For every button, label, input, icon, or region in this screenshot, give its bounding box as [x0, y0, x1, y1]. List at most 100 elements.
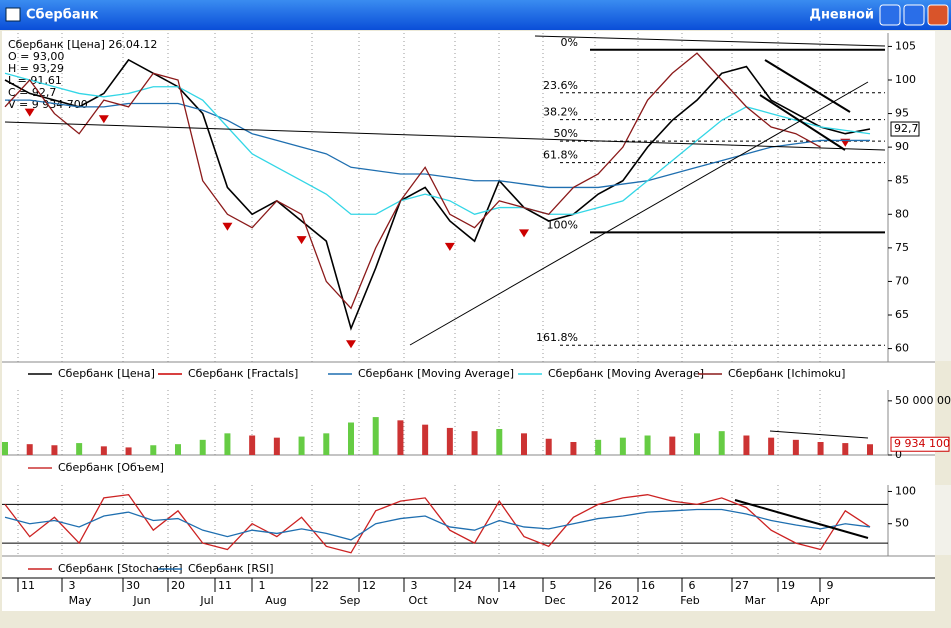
y-tick-label: 75 — [895, 241, 909, 254]
volume-bar — [619, 437, 626, 455]
y-tick-label: 65 — [895, 308, 909, 321]
h-scrollbar[interactable] — [0, 611, 951, 624]
close-button[interactable] — [927, 4, 949, 26]
day-label: 20 — [171, 579, 185, 592]
fractal-marker — [346, 340, 356, 349]
volume-bar — [76, 443, 83, 455]
volume-bar — [249, 435, 256, 455]
app-icon — [5, 7, 21, 22]
y-tick-label: 70 — [895, 274, 909, 287]
legend-label: Сбербанк [Ichimoku] — [728, 367, 845, 380]
volume-bar — [323, 433, 330, 455]
trend-line — [409, 81, 869, 346]
volume-bar — [817, 442, 824, 455]
volume-bar — [422, 424, 429, 455]
trend-line — [769, 430, 869, 439]
legend-label: Сбербанк [Объем] — [58, 461, 164, 474]
day-label: 27 — [735, 579, 749, 592]
volume-bar — [471, 431, 478, 455]
month-label: Jul — [199, 594, 213, 607]
channel-line — [759, 94, 846, 151]
volume-bar — [100, 446, 107, 455]
series-line — [4, 508, 871, 541]
y-tick-label: 100 — [895, 484, 916, 497]
fib-label: 50% — [554, 127, 578, 140]
info-text: H = 93,29 — [8, 62, 64, 75]
month-label: Nov — [477, 594, 499, 607]
scrollbar[interactable] — [935, 31, 951, 361]
day-label: 9 — [827, 579, 834, 592]
legend-label: Сбербанк [Stochastic] — [58, 562, 183, 575]
month-label: Feb — [680, 594, 699, 607]
volume-bar — [298, 436, 305, 455]
volume-bar — [125, 447, 132, 455]
volume-bar — [644, 435, 651, 455]
y-tick-label: 0 — [895, 448, 902, 461]
volume-bar — [496, 429, 503, 455]
info-text: Сбербанк [Цена] 26.04.12 — [8, 38, 157, 51]
volume-bar — [792, 439, 799, 455]
volume-bar — [743, 435, 750, 455]
trend-line — [734, 499, 869, 539]
volume-bar — [446, 427, 453, 455]
volume-bar — [669, 436, 676, 455]
day-label: 30 — [126, 579, 140, 592]
fractal-marker — [296, 236, 307, 245]
fib-label: 100% — [547, 218, 578, 231]
period-label[interactable]: Дневной — [809, 8, 874, 23]
legend-label: Сбербанк [Цена] — [58, 367, 155, 380]
y-tick-label: 50 000 000 — [895, 394, 951, 407]
legend-label: Сбербанк [Moving Average] — [358, 367, 514, 380]
month-label: Apr — [810, 594, 830, 607]
y-tick-label: 100 — [895, 73, 916, 86]
day-label: 12 — [362, 579, 376, 592]
fractal-marker — [519, 229, 529, 238]
scrollbar[interactable] — [935, 485, 951, 555]
day-label: 6 — [689, 579, 696, 592]
volume-bar — [175, 444, 181, 455]
title-bar — [0, 0, 951, 30]
day-label: 24 — [458, 579, 472, 592]
day-label: 22 — [315, 579, 329, 592]
fractal-marker — [24, 108, 35, 117]
volume-bar — [570, 442, 577, 455]
trend-line — [534, 35, 886, 47]
last-value-label: 9 934 100 — [894, 437, 950, 450]
fib-label: 23.6% — [543, 79, 578, 92]
month-label: Aug — [265, 594, 286, 607]
info-text: C = 92,7 — [8, 86, 56, 99]
series-line — [4, 72, 871, 215]
volume-bar — [348, 422, 354, 455]
fib-label: 38.2% — [543, 106, 578, 119]
volume-bar — [694, 433, 700, 455]
volume-bar — [26, 444, 33, 455]
y-tick-label: 60 — [895, 342, 909, 355]
day-label: 14 — [502, 579, 516, 592]
volume-bar — [768, 437, 775, 455]
series-line — [4, 493, 871, 554]
volume-bar — [718, 431, 725, 455]
trend-line — [4, 121, 886, 151]
series-line — [4, 58, 871, 331]
month-label: Mar — [745, 594, 766, 607]
channel-line — [764, 59, 851, 113]
last-value-box — [890, 121, 920, 137]
y-tick-label: 105 — [895, 39, 916, 52]
volume-bar — [2, 442, 8, 455]
maximize-button[interactable] — [903, 4, 925, 26]
volume-bar — [273, 437, 280, 455]
volume-bar — [51, 445, 58, 455]
volume-bar — [199, 439, 206, 455]
last-value-box — [890, 436, 950, 452]
legend-label: Сбербанк [RSI] — [188, 562, 274, 575]
fractal-marker — [444, 242, 455, 251]
minimize-button[interactable] — [879, 4, 901, 26]
chart-area — [2, 31, 935, 611]
fib-label: 0% — [561, 36, 578, 49]
volume-bar — [397, 420, 404, 455]
volume-bar — [372, 417, 379, 455]
volume-bar — [521, 433, 527, 455]
day-label: 26 — [598, 579, 612, 592]
month-label: Oct — [408, 594, 428, 607]
